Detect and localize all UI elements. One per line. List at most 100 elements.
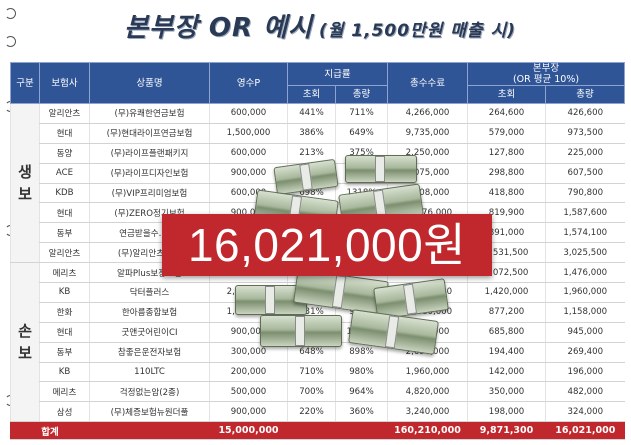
cell-payout-first: 710% xyxy=(287,362,336,383)
cell-hq-total: 607,500 xyxy=(545,163,625,184)
cell-hq-total: 426,600 xyxy=(545,103,625,124)
cell-payout-total: 711% xyxy=(334,103,388,124)
cell-insurer: ACE xyxy=(39,163,90,184)
table-row: 동부참좋은운전자보험300,000648%898%2,694,000194,40… xyxy=(11,342,625,363)
money-band-icon xyxy=(375,156,386,182)
cell-payout-first: 441% xyxy=(287,103,336,124)
money-band-icon xyxy=(403,283,418,315)
total-amount-banner: 16,021,000원 xyxy=(162,214,492,276)
cell-premium: 300,000 xyxy=(209,342,288,363)
money-band-icon xyxy=(384,315,399,349)
cell-hq-total: 3,025,500 xyxy=(545,242,625,264)
cell-payout-total: 360% xyxy=(334,401,388,423)
binding-ring-icon xyxy=(5,36,16,47)
total-row: 합계 15,000,000 160,210,000 9,871,300 16,021,0… xyxy=(10,421,625,441)
table-row: 메리츠 걱정없는암(2종) 500,000 700% 964% 4,820,000 350,… xyxy=(11,381,625,403)
cell-hq-first: 127,800 xyxy=(467,143,546,164)
cell-product: (무)현대라이프연금보험 xyxy=(89,123,210,144)
cell-total-fee: 1,960,000 xyxy=(387,362,468,383)
cell-payout-first: 220% xyxy=(287,401,336,423)
money-stack-icon xyxy=(345,155,417,183)
cell-product: 걱정없는암(2종) xyxy=(89,381,210,403)
title-sub: (월 1,500만원 매출 시) xyxy=(318,21,516,41)
cell-product: 닥터플러스 xyxy=(89,282,210,303)
total-label: 합계 xyxy=(10,421,90,441)
money-band-icon xyxy=(294,316,305,346)
cell-product: 참좋은운전자보험 xyxy=(89,342,210,363)
table-row: 삼성 (무)체증보험뉴원더풀 900,000 220% 360% 3,240,000 198… xyxy=(11,401,625,423)
cell-hq-first: 298,800 xyxy=(467,163,546,184)
table-row: 생 보 알리안츠 (무)유쾌한연금보험 600,000 441% 711% 4,266,00… xyxy=(10,103,625,264)
header-premium: 영수P xyxy=(209,62,288,104)
cell-payout-first: 700% xyxy=(287,381,336,403)
cell-total-fee: 4,820,000 xyxy=(387,381,468,403)
cell-payout-first: 648% xyxy=(287,342,336,363)
cell-total-fee: 9,735,000 xyxy=(387,123,468,144)
cell-hq-first: 264,600 xyxy=(467,103,546,124)
cell-hq-total: 225,000 xyxy=(545,143,625,164)
cell-hq-total: 790,800 xyxy=(545,183,625,204)
cell-payout-first: 386% xyxy=(287,123,336,144)
header-product: 상품명 xyxy=(89,62,210,104)
cell-payout-total: 649% xyxy=(334,123,388,144)
cell-hq-total: 945,000 xyxy=(545,322,625,343)
header-insurer: 보험사 xyxy=(39,62,90,104)
cell-premium: 200,000 xyxy=(209,362,288,383)
cell-hq-total: 196,000 xyxy=(545,362,625,383)
money-band-icon xyxy=(265,286,276,314)
cell-premium: 900,000 xyxy=(209,401,288,423)
binding-ring-icon xyxy=(5,8,16,19)
cell-product: (무)라이프플랜패키지 xyxy=(89,143,210,164)
total-premium-spacer xyxy=(89,421,210,441)
header-hq-title: 본부장 xyxy=(532,63,560,74)
cell-hq-total: 1,574,100 xyxy=(545,222,625,244)
cell-total-fee: 3,240,000 xyxy=(387,401,468,423)
cell-hq-first: 194,400 xyxy=(467,342,546,363)
table-row: KB 110LTC 200,000 710% 980% 1,960,000 142,000 1… xyxy=(11,362,625,383)
cell-insurer: 메리츠 xyxy=(39,262,90,284)
cell-insurer: 현대 xyxy=(39,202,90,224)
cell-insurer: 현대 xyxy=(39,322,90,343)
money-stack-icon xyxy=(348,309,439,355)
cell-insurer: 알리안츠 xyxy=(39,103,90,124)
header-payout-total: 총량 xyxy=(334,85,389,104)
cell-hq-total: 324,000 xyxy=(545,401,625,423)
total-premium: 15,000,000 xyxy=(209,421,288,441)
total-fee: 160,210,000 xyxy=(387,421,468,441)
money-band-icon xyxy=(299,163,313,191)
cell-product: 굿앤굿어린이CI xyxy=(89,322,210,343)
cell-product: (무)체증보험뉴원더풀 xyxy=(89,401,210,423)
header-hq-first: 초회 xyxy=(467,85,547,104)
cell-premium: 900,000 xyxy=(209,163,288,184)
cell-product: 한아름종합보험 xyxy=(89,302,210,323)
cell-hq-first: 1,420,000 xyxy=(467,282,546,303)
cell-insurer: 동양 xyxy=(39,143,90,164)
money-stack-icon xyxy=(260,315,342,347)
cell-insurer: KDB xyxy=(39,183,90,204)
cell-product: (무)유쾌한연금보험 xyxy=(89,103,210,124)
cell-insurer: KB xyxy=(39,362,90,383)
header-payout-first: 초회 xyxy=(287,85,336,104)
cell-premium: 600,000 xyxy=(209,143,288,164)
table-row: 현대 (무)현대라이프연금보험 1,500,000 386% 649% 9,735,000… xyxy=(11,123,625,144)
money-stacks-image xyxy=(235,155,449,355)
header-hq-total: 총량 xyxy=(545,85,626,104)
cell-hq-total: 1,476,000 xyxy=(545,262,625,284)
header-payout: 지급률 xyxy=(286,62,389,86)
cell-hq-total: 1,158,000 xyxy=(545,302,625,323)
cell-hq-total: 973,500 xyxy=(545,123,625,144)
cell-hq-first: 685,800 xyxy=(467,322,546,343)
cell-insurer: 알리안츠 xyxy=(39,242,90,264)
cell-hq-total: 1,587,600 xyxy=(545,202,625,224)
title-main: 본부장 OR 예시 xyxy=(124,13,313,43)
cell-insurer: 메리츠 xyxy=(39,381,90,403)
total-payout-total xyxy=(334,421,388,441)
cell-insurer: KB xyxy=(39,282,90,303)
total-payout-first xyxy=(287,421,336,441)
cell-hq-total: 269,400 xyxy=(545,342,625,363)
cell-hq-first: 418,800 xyxy=(467,183,546,204)
cell-product: (무)VIP프리미엄보험 xyxy=(89,183,210,204)
cell-hq-first: 142,000 xyxy=(467,362,546,383)
cell-hq-first: 350,000 xyxy=(467,381,546,403)
